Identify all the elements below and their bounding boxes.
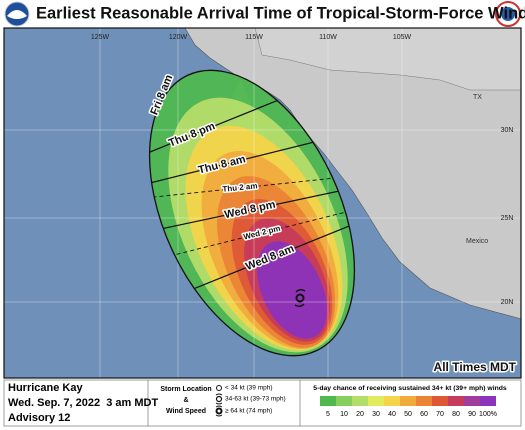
legend-swatch — [352, 396, 368, 406]
probability-legend-title: 5-day chance of receiving sustained 34+ … — [313, 385, 507, 392]
symbol-legend-title: Storm Location — [160, 386, 211, 393]
legend-swatch — [336, 396, 352, 406]
advisory: Advisory 12 — [8, 412, 70, 424]
legend-label: 5 — [326, 411, 330, 418]
legend-label: 20 — [356, 411, 364, 418]
place-label: Mexico — [466, 238, 488, 245]
noaa-logo — [4, 1, 30, 27]
title: Earliest Reasonable Arrival Time of Trop… — [36, 4, 525, 22]
issued: Wed. Sep. 7, 2022 3 am MDT — [8, 397, 158, 409]
legend-label: 50 — [404, 411, 412, 418]
longitude-label: 110W — [319, 34, 337, 41]
isochrone — [108, 166, 396, 210]
symbol-icon — [215, 405, 223, 417]
legend-swatch — [400, 396, 416, 406]
legend-label: 60 — [420, 411, 428, 418]
longitude-label: 120W — [169, 34, 188, 41]
storm-symbol — [294, 288, 306, 308]
symbol-legend-item: 34-63 kt (39-73 mph) — [225, 396, 286, 403]
symbol-legend-item: ≥ 64 kt (74 mph) — [225, 408, 272, 415]
symbol-icon — [215, 395, 223, 403]
longitude-label: 115W — [245, 34, 263, 41]
symbol-icon — [215, 393, 223, 405]
legend-swatch — [368, 396, 384, 406]
legend-swatch — [416, 396, 432, 406]
longitude-label: 105W — [393, 34, 412, 41]
symbol-icon — [215, 407, 223, 415]
legend-swatch — [320, 396, 336, 406]
symbol-icon — [216, 385, 222, 391]
legend-label: 100% — [479, 411, 497, 418]
united-states — [254, 28, 521, 91]
latitude-label: 30N — [501, 127, 514, 134]
latitude-label: 25N — [501, 215, 514, 222]
symbol-legend-title: Wind Speed — [166, 408, 206, 415]
legend-label: 10 — [340, 411, 348, 418]
time-zone-note: All Times MDT — [434, 360, 517, 374]
legend-swatch — [448, 396, 464, 406]
mainland — [184, 28, 521, 320]
map-border — [3, 27, 522, 379]
longitude-label: 125W — [91, 34, 110, 41]
legend-label: 70 — [436, 411, 444, 418]
legend-swatch — [432, 396, 448, 406]
legend-swatch — [480, 396, 496, 406]
symbol-legend-item: < 34 kt (39 mph) — [225, 385, 273, 392]
legend-swatch — [384, 396, 400, 406]
footer: Hurricane Kay Wed. Sep. 7, 2022 3 am MDT… — [3, 379, 522, 427]
storm-name: Hurricane Kay — [8, 382, 83, 394]
symbol-legend-title: & — [183, 397, 188, 404]
legend-label: 30 — [372, 411, 380, 418]
place-label: TX — [473, 94, 482, 101]
legend-swatch — [464, 396, 480, 406]
legend-label: 40 — [388, 411, 396, 418]
graticule — [4, 28, 521, 378]
nws-logo — [495, 1, 521, 27]
latitude-label: 20N — [501, 299, 514, 306]
legend-label: 90 — [468, 411, 476, 418]
legend-label: 80 — [452, 411, 460, 418]
cone-layer — [257, 241, 327, 339]
cone-outline — [148, 69, 356, 357]
